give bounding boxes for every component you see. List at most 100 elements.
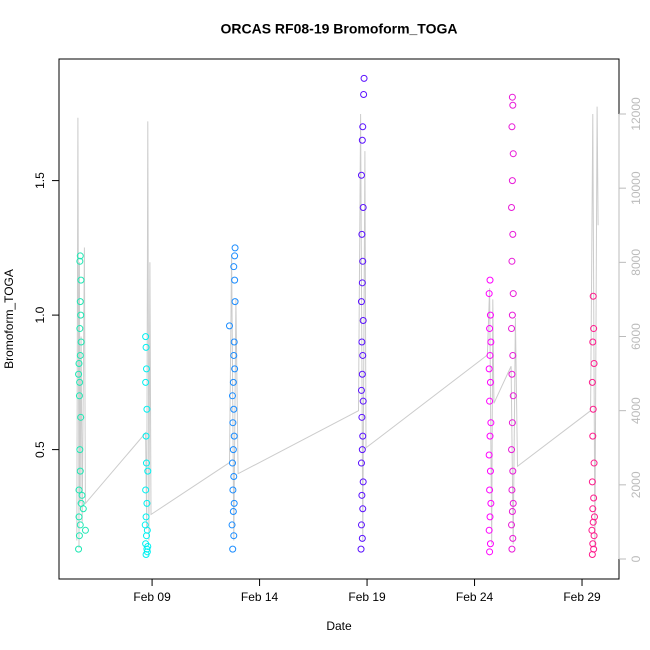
plot-frame xyxy=(58,58,620,580)
data-point xyxy=(357,459,365,467)
data-point xyxy=(508,311,516,319)
data-point xyxy=(357,386,365,394)
data-point xyxy=(229,486,237,494)
data-point xyxy=(357,521,365,529)
data-point xyxy=(590,494,598,502)
data-point xyxy=(143,548,151,556)
data-point xyxy=(231,252,239,260)
data-point xyxy=(143,499,151,507)
data-point xyxy=(75,545,83,553)
data-point xyxy=(230,532,238,540)
data-point xyxy=(144,542,152,550)
data-point xyxy=(360,74,368,82)
data-point xyxy=(228,459,236,467)
data-point xyxy=(486,311,494,319)
data-point xyxy=(509,351,517,359)
data-point xyxy=(230,432,238,440)
data-point xyxy=(357,298,365,306)
data-point xyxy=(230,351,238,359)
data-point xyxy=(359,123,367,131)
data-point xyxy=(589,292,597,300)
data-point xyxy=(76,325,84,333)
data-point xyxy=(590,545,598,553)
data-point xyxy=(75,513,83,521)
y2-tick-label: 8000 xyxy=(629,249,643,276)
data-point xyxy=(508,325,516,333)
data-point xyxy=(358,230,366,238)
data-point xyxy=(231,365,239,373)
y-tick-label: 0.5 xyxy=(33,441,47,458)
data-point xyxy=(76,257,84,265)
data-point xyxy=(486,432,494,440)
data-point xyxy=(142,365,150,373)
data-point xyxy=(360,91,368,99)
data-point xyxy=(358,413,366,421)
data-point xyxy=(229,378,237,386)
data-point xyxy=(231,276,239,284)
x-tick-label: Feb 09 xyxy=(133,590,171,604)
data-point xyxy=(229,419,237,427)
data-point xyxy=(508,93,516,101)
data-point xyxy=(589,405,597,413)
y2-tick-label: 12000 xyxy=(629,97,643,131)
x-tick-label: Feb 19 xyxy=(348,590,386,604)
data-point xyxy=(228,392,236,400)
y2-tick-label: 0 xyxy=(629,555,643,562)
data-point xyxy=(359,397,367,405)
data-point xyxy=(358,279,366,287)
data-point xyxy=(357,545,365,553)
data-point xyxy=(590,360,598,368)
data-point xyxy=(76,298,84,306)
data-point xyxy=(486,378,494,386)
data-point xyxy=(508,521,516,529)
data-point xyxy=(486,351,494,359)
data-point xyxy=(359,505,367,513)
data-point xyxy=(509,499,517,507)
data-point xyxy=(508,507,516,515)
data-point xyxy=(229,446,237,454)
data-point xyxy=(508,545,516,553)
data-point xyxy=(589,432,597,440)
data-point xyxy=(590,459,598,467)
data-point xyxy=(228,521,236,529)
data-point xyxy=(142,333,150,341)
data-point xyxy=(486,540,494,548)
data-point xyxy=(508,419,516,427)
data-point xyxy=(142,378,150,386)
data-point xyxy=(589,338,597,346)
y-tick-label: 1.0 xyxy=(33,306,47,323)
data-point xyxy=(357,171,365,179)
data-point xyxy=(77,338,85,346)
data-point xyxy=(590,325,598,333)
data-point xyxy=(509,101,517,109)
y-axis-label: Bromoform_TOGA xyxy=(2,269,16,369)
data-point xyxy=(588,478,596,486)
data-point xyxy=(508,203,516,211)
data-point xyxy=(486,325,494,333)
data-point xyxy=(75,486,83,494)
data-point xyxy=(486,397,494,405)
data-point xyxy=(142,486,150,494)
data-point xyxy=(485,451,493,459)
data-point xyxy=(76,378,84,386)
y-tick-label: 1.5 xyxy=(33,172,47,189)
data-point xyxy=(75,360,83,368)
data-point xyxy=(487,499,495,507)
data-point xyxy=(358,446,366,454)
data-point xyxy=(77,311,85,319)
data-point xyxy=(359,351,367,359)
data-point xyxy=(76,467,84,475)
data-point xyxy=(229,507,237,515)
data-point xyxy=(486,548,494,556)
data-point xyxy=(143,405,151,413)
data-point xyxy=(142,343,150,351)
data-point xyxy=(589,505,597,513)
data-point xyxy=(76,252,84,260)
data-point xyxy=(76,446,84,454)
x-axis-label: Date xyxy=(326,619,352,633)
chart-title: ORCAS RF08-19 Bromoform_TOGA xyxy=(220,21,457,37)
data-point xyxy=(486,276,494,284)
data-point xyxy=(359,203,367,211)
data-point xyxy=(225,322,233,330)
